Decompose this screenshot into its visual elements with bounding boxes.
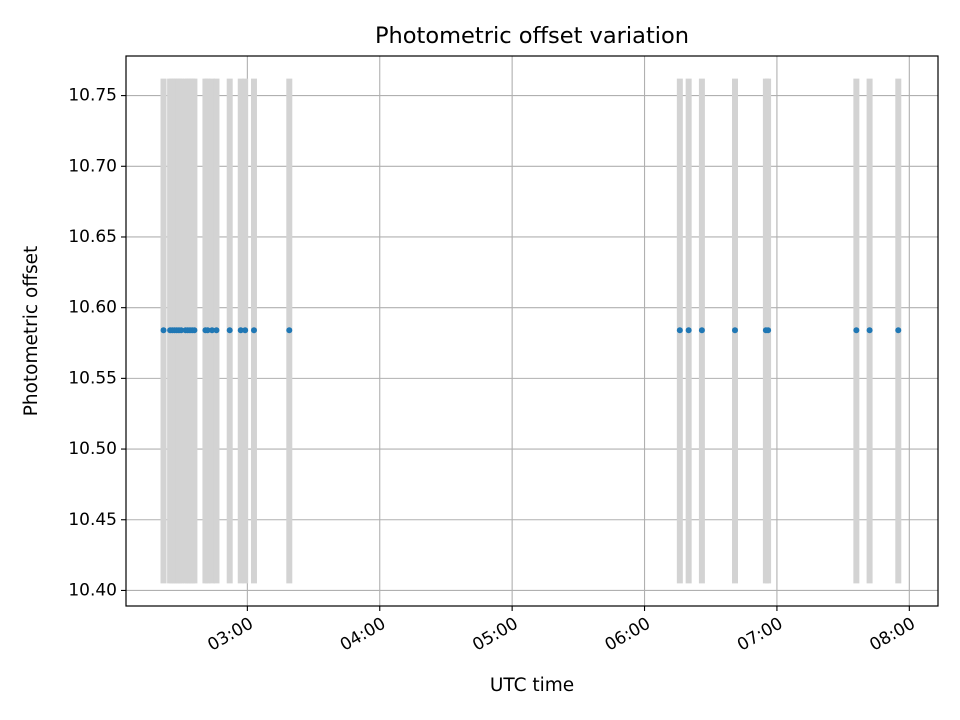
data-point: [242, 327, 249, 334]
grid-layer: [126, 56, 938, 606]
y-tick-label: 10.55: [68, 368, 117, 388]
data-point: [204, 327, 211, 334]
data-point: [209, 327, 216, 334]
data-point: [226, 327, 233, 334]
y-axis-label: Photometric offset: [21, 246, 42, 417]
data-point: [698, 327, 705, 334]
y-tick-label: 10.45: [68, 510, 117, 530]
data-point: [178, 327, 185, 334]
y-tick-label: 10.60: [68, 298, 117, 318]
data-point: [866, 327, 873, 334]
y-tick-label: 10.40: [68, 580, 117, 600]
data-point: [765, 327, 772, 334]
data-point: [853, 327, 860, 334]
data-point: [250, 327, 257, 334]
y-tick-label: 10.75: [68, 86, 117, 106]
data-point: [676, 327, 683, 334]
data-point: [685, 327, 692, 334]
data-point: [237, 327, 244, 334]
data-points: [160, 327, 902, 334]
x-axis-label: UTC time: [490, 675, 574, 696]
y-tick-label: 10.50: [68, 439, 117, 459]
chart-title: Photometric offset variation: [375, 23, 689, 49]
data-point: [732, 327, 738, 334]
y-tick-label: 10.65: [68, 227, 117, 247]
data-point: [213, 327, 220, 334]
data-point: [286, 327, 293, 334]
data-point: [895, 327, 902, 334]
data-point: [160, 327, 167, 334]
axes-frame: [125, 55, 939, 607]
data-point: [191, 327, 198, 334]
y-tick-label: 10.70: [68, 156, 117, 176]
